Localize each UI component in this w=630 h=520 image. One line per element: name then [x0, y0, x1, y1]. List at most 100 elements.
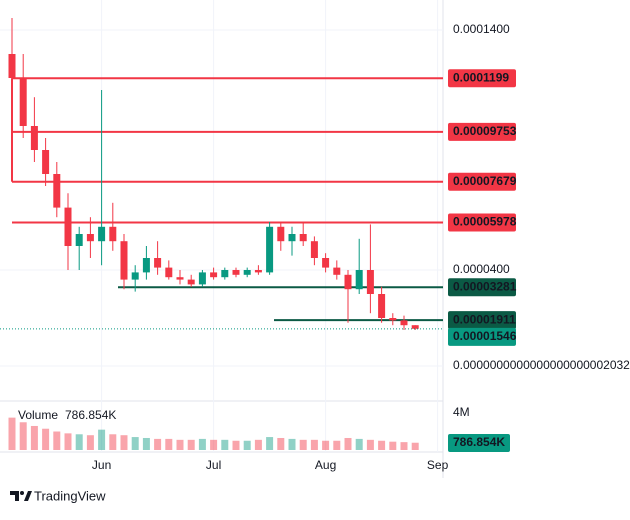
volume-bar [42, 428, 50, 450]
candle-body [131, 272, 139, 280]
candle-body [120, 241, 128, 280]
candle-body [86, 234, 94, 242]
candle-body [366, 270, 374, 294]
last-price-badge [448, 327, 516, 346]
volume-title: Volume [18, 408, 58, 422]
candle-body [254, 270, 262, 273]
volume-bar [8, 417, 16, 450]
candle-body [64, 207, 72, 246]
candle-body [333, 267, 341, 275]
volume-bar [120, 435, 128, 450]
level-badge [448, 311, 516, 330]
candle-body [411, 325, 419, 329]
volume-bar [333, 440, 341, 450]
volume-bar [165, 438, 173, 450]
volume-bar [355, 438, 363, 450]
y-tick-label: 0.0001400 [453, 22, 510, 36]
logo [10, 491, 32, 501]
candle-body [322, 258, 330, 268]
candle-body [400, 320, 408, 326]
volume-bar [30, 425, 38, 450]
candle-body [378, 294, 386, 318]
volume-bar [322, 440, 330, 450]
candle-body [53, 174, 61, 208]
candle-body [299, 234, 307, 242]
candle-body [98, 226, 106, 242]
volume-bar [344, 437, 352, 450]
candle-body [232, 270, 240, 275]
candle-body [277, 226, 285, 242]
candle-body [30, 126, 38, 150]
candle-body [266, 226, 274, 273]
candle-body [154, 258, 162, 268]
volume-bar [254, 439, 262, 450]
volume-bar [389, 441, 397, 450]
candle-body [75, 234, 83, 246]
y-tick-label: 0.0000000000000000000002032 [453, 358, 630, 372]
candle-body [19, 78, 27, 126]
volume-bar [400, 442, 408, 450]
volume-bar [366, 439, 374, 450]
volume-bar [86, 435, 94, 450]
volume-bar [243, 440, 251, 450]
candle-body [142, 258, 150, 273]
level-badge [448, 278, 516, 297]
level-label: 0.00007679 [453, 174, 517, 188]
x-tick-label: Jul [206, 458, 221, 472]
volume-bar [131, 437, 139, 450]
level-label: 0.00009753 [453, 124, 517, 138]
level-badge [448, 69, 516, 88]
x-tick-label: Aug [315, 458, 336, 472]
volume-badge-label: 786.854K [453, 435, 505, 449]
volume-bar [109, 434, 117, 450]
volume-bar [221, 439, 229, 450]
volume-bar [142, 437, 150, 450]
level-label: 0.00005978 [453, 215, 517, 229]
volume-bar [75, 434, 83, 450]
volume-bar [288, 438, 296, 450]
candle-body [210, 272, 218, 278]
candle-body [288, 234, 296, 242]
level-label: 0.00003281 [453, 279, 517, 293]
volume-bar [53, 431, 61, 450]
candle-body [109, 226, 117, 242]
x-tick-label: Sep [427, 458, 449, 472]
volume-bar [411, 442, 419, 450]
volume-bar [19, 422, 27, 450]
level-badge [448, 122, 516, 141]
volume-bar [64, 433, 72, 450]
volume-bar [98, 429, 106, 450]
volume-tick-label: 4M [453, 405, 470, 419]
candle-body [8, 54, 16, 78]
candle-body [42, 150, 50, 174]
volume-bar [187, 439, 195, 450]
volume-bar [176, 439, 184, 450]
volume-bar [198, 438, 206, 450]
volume-bar [232, 440, 240, 450]
candle-body [176, 277, 184, 280]
volume-value: 786.854K [65, 408, 116, 422]
candle-body [243, 270, 251, 275]
candle-body [165, 267, 173, 278]
candle-body [198, 272, 206, 285]
volume-bar [154, 438, 162, 450]
brand: TradingView [34, 488, 106, 503]
volume-bar [266, 437, 274, 450]
candle-body [389, 318, 397, 321]
candle-body [221, 270, 229, 278]
x-tick-label: Jun [92, 458, 111, 472]
volume-bar [310, 439, 318, 450]
level-badge [448, 172, 516, 191]
volume-bar [210, 439, 218, 450]
volume-badge [448, 434, 510, 452]
candle-body [355, 270, 363, 290]
last-price-label: 0.00001546 [453, 329, 517, 343]
volume-bar [378, 440, 386, 450]
volume-bar [277, 437, 285, 450]
level-label: 0.00001911 [453, 312, 516, 326]
y-tick-label: 0.0000400 [453, 262, 510, 276]
candle-body [344, 274, 352, 290]
candle-body [310, 241, 318, 258]
level-badge [448, 213, 516, 232]
